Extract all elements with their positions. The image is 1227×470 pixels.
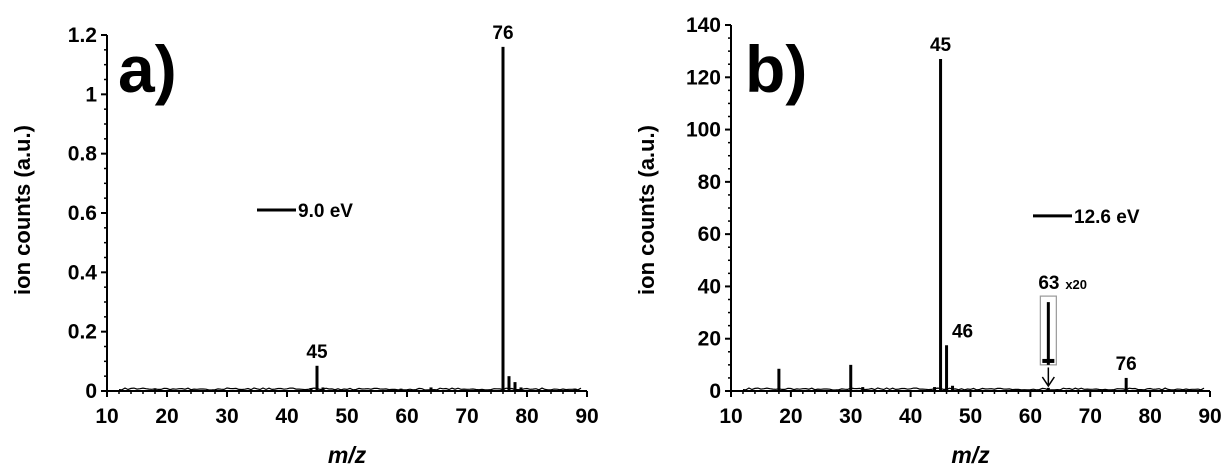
x-tick-label: 80 bbox=[515, 405, 538, 428]
x-tick-label: 20 bbox=[155, 405, 178, 428]
x-tick-label: 70 bbox=[1079, 405, 1102, 428]
y-tick-label: 60 bbox=[698, 223, 721, 246]
y-tick-label: 140 bbox=[686, 14, 721, 37]
x-tick-label: 40 bbox=[275, 405, 298, 428]
y-axis-title: ion counts (a.u.) bbox=[634, 125, 659, 295]
legend-label: 9.0 eV bbox=[298, 201, 353, 222]
x-tick-label: 60 bbox=[1019, 405, 1042, 428]
x-tick-label: 40 bbox=[899, 405, 922, 428]
legend-label: 12.6 eV bbox=[1074, 207, 1140, 228]
x-axis-title: m/z bbox=[951, 442, 990, 468]
y-tick-label: 40 bbox=[698, 275, 721, 298]
y-tick-label: 0.8 bbox=[68, 143, 98, 166]
baseline-trace bbox=[118, 387, 582, 391]
x-axis-title: m/z bbox=[328, 442, 367, 468]
x-tick-label: 10 bbox=[719, 405, 742, 428]
x-tick-label: 50 bbox=[335, 405, 358, 428]
y-tick-label: 0.4 bbox=[68, 261, 98, 284]
inset-scale-note: x20 bbox=[1065, 277, 1087, 292]
y-tick-label: 20 bbox=[698, 328, 721, 351]
peak-label: 76 bbox=[1116, 354, 1137, 375]
x-tick-label: 80 bbox=[1138, 405, 1161, 428]
x-tick-label: 90 bbox=[575, 405, 598, 428]
panel-b: 0 20 40 60 80 100 120 140 10 20 30 40 50 60 70 80 90 m/z i… bbox=[634, 14, 1222, 468]
baseline-trace bbox=[742, 387, 1205, 391]
y-tick-label: 0 bbox=[85, 380, 97, 403]
y-tick-label: 1 bbox=[85, 83, 97, 106]
y-axis-title: ion counts (a.u.) bbox=[10, 125, 35, 295]
peak-label: 46 bbox=[952, 321, 973, 342]
panel-a: 0 0.2 0.4 0.6 0.8 1 1.2 10 20 30 40 50 60 70 80 90 m/z io… bbox=[10, 23, 599, 468]
y-tick-label: 0.2 bbox=[68, 321, 97, 344]
y-tick-label: 0.6 bbox=[68, 202, 97, 225]
x-tick-label: 50 bbox=[959, 405, 982, 428]
x-tick-label: 10 bbox=[95, 405, 118, 428]
y-tick-label: 0 bbox=[709, 380, 721, 403]
panel-label: a) bbox=[118, 32, 177, 106]
x-tick-label: 70 bbox=[455, 405, 478, 428]
x-tick-label: 60 bbox=[395, 405, 418, 428]
y-tick-label: 100 bbox=[686, 119, 721, 142]
peak-label: 76 bbox=[492, 23, 513, 44]
inset-label: 63 bbox=[1038, 273, 1059, 294]
x-tick-label: 30 bbox=[839, 405, 862, 428]
x-tick-label: 20 bbox=[779, 405, 802, 428]
y-tick-label: 120 bbox=[686, 66, 721, 89]
panel-label: b) bbox=[745, 32, 807, 106]
arrow-head bbox=[1041, 376, 1055, 388]
peak-label: 45 bbox=[930, 35, 952, 56]
y-tick-label: 1.2 bbox=[68, 24, 97, 47]
x-tick-label: 90 bbox=[1198, 405, 1221, 428]
x-tick-label: 30 bbox=[215, 405, 238, 428]
y-tick-label: 80 bbox=[698, 171, 721, 194]
peak-label: 45 bbox=[306, 342, 328, 363]
